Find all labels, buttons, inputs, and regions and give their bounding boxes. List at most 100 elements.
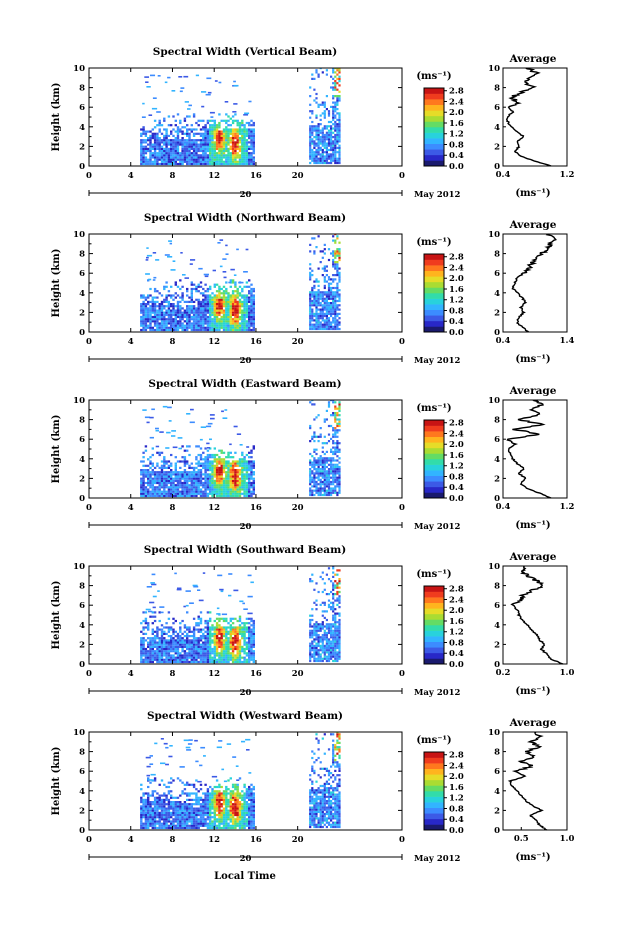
heatmap-cell (163, 139, 166, 142)
heatmap-cell (309, 655, 312, 658)
heatmap-cell (160, 475, 164, 478)
heatmap-cell (211, 324, 214, 327)
heatmap-cell (213, 322, 216, 325)
heatmap-cell (142, 645, 145, 648)
heatmap-cell (163, 650, 166, 653)
heatmap-cell (211, 494, 214, 498)
heatmap-cell (325, 457, 328, 460)
heatmap-cell (332, 440, 335, 443)
heatmap-cell (149, 652, 152, 655)
heatmap-cell (186, 647, 189, 651)
heatmap-cell (215, 309, 219, 312)
heatmap-cell (319, 493, 322, 497)
heatmap-cell (170, 294, 173, 297)
heatmap-cell (227, 309, 230, 312)
heatmap-cell (218, 160, 221, 163)
heatmap-cell (211, 303, 214, 306)
heatmap-cell (336, 407, 339, 410)
heatmap-cell (227, 294, 230, 297)
heatmap-cell (188, 326, 191, 329)
heatmap-cell (165, 322, 168, 325)
heatmap-cell (209, 647, 212, 651)
heatmap-cell (156, 658, 159, 661)
heatmap-cell (327, 297, 331, 300)
heatmap-cell (163, 324, 166, 327)
heatmap-cell (211, 479, 214, 482)
heatmap-cell (213, 471, 216, 474)
heatmap-cell (156, 654, 159, 657)
heatmap-cell (215, 318, 219, 321)
heatmap-cell (319, 123, 322, 126)
heatmap-cell (319, 603, 322, 606)
heatmap-cell (183, 149, 187, 153)
heatmap-cell (199, 622, 203, 625)
heatmap-cell (313, 403, 316, 406)
heatmap-cell (204, 619, 207, 623)
heatmap-cell (176, 641, 180, 644)
heatmap-cell (211, 309, 214, 312)
heatmap-cell (325, 155, 328, 158)
heatmap-cell (167, 494, 171, 498)
heatmap-cell (311, 77, 314, 80)
heatmap-cell (245, 492, 249, 495)
heatmap-cell (225, 632, 228, 635)
heatmap-cell (199, 147, 203, 150)
heatmap-cell (327, 631, 331, 635)
heatmap-cell (215, 466, 219, 469)
heatmap-cell (147, 660, 150, 664)
heatmap-cell (149, 658, 152, 661)
heatmap-cell (234, 464, 237, 467)
heatmap-cell (231, 290, 235, 293)
heatmap-cell (311, 299, 314, 303)
heatmap-cell (179, 656, 182, 659)
heatmap-cell (176, 285, 180, 288)
heatmap-cell (231, 320, 235, 323)
heatmap-cell (336, 101, 339, 104)
heatmap-cell (229, 481, 232, 485)
heatmap-cell (199, 639, 203, 642)
heatmap-cell (327, 129, 331, 132)
heatmap-cell (229, 484, 232, 487)
heatmap-cell (153, 313, 157, 316)
heatmap-cell (202, 143, 205, 146)
heatmap-cell (195, 643, 198, 646)
heatmap-cell (186, 326, 189, 329)
heatmap-cell (245, 285, 249, 288)
heatmap-cell (252, 137, 255, 140)
heatmap-cell (151, 128, 154, 131)
heatmap-cell (243, 652, 246, 655)
heatmap-cell (323, 278, 326, 281)
heatmap-cell (231, 149, 235, 153)
heatmap-cell (332, 327, 335, 331)
heatmap-cell (167, 643, 171, 646)
heatmap-cell (160, 660, 164, 664)
heatmap-cell (199, 134, 203, 137)
heatmap-cell (338, 470, 341, 473)
heatmap-cell (213, 458, 216, 461)
heatmap-cell (229, 456, 232, 459)
avg-y-tick-label: 4 (494, 455, 500, 465)
panel-title: Spectral Width (Vertical Beam) (153, 46, 337, 58)
heatmap-cell (190, 309, 193, 312)
heatmap-cell (213, 309, 216, 312)
heatmap-cell (144, 658, 148, 661)
heatmap-cell (195, 149, 198, 153)
heatmap-cell (236, 300, 239, 303)
heatmap-cell (202, 160, 205, 163)
colorbar-tick-label: 0.0 (449, 328, 464, 338)
heatmap-cell (215, 484, 219, 487)
heatmap-cell (209, 326, 212, 329)
heatmap-cell (206, 477, 210, 480)
heatmap-cell (327, 493, 331, 497)
heatmap-cell (311, 327, 314, 331)
heatmap-cell (309, 657, 312, 660)
heatmap-cell (243, 475, 246, 478)
heatmap-cell (319, 489, 322, 492)
heatmap-cell (311, 403, 314, 406)
heatmap-cell (218, 643, 221, 646)
heatmap-cell (220, 590, 224, 593)
heatmap-cell (211, 300, 214, 303)
heatmap-cell (209, 305, 212, 308)
heatmap-cell (325, 269, 328, 272)
heatmap-cell (243, 639, 246, 642)
